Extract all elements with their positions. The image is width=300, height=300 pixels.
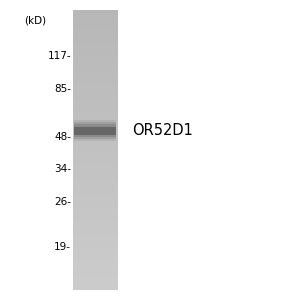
Text: 85-: 85- bbox=[54, 84, 71, 94]
Text: (kD): (kD) bbox=[25, 16, 46, 26]
Text: 19-: 19- bbox=[54, 242, 71, 252]
Bar bbox=[74, 120, 116, 141]
Text: 48-: 48- bbox=[54, 132, 71, 142]
Bar bbox=[74, 122, 116, 139]
Bar bbox=[74, 127, 116, 135]
Text: OR52D1: OR52D1 bbox=[132, 123, 193, 138]
Text: 26-: 26- bbox=[54, 197, 71, 207]
Text: 117-: 117- bbox=[48, 51, 71, 62]
Bar bbox=[74, 124, 116, 137]
Text: 34-: 34- bbox=[54, 164, 71, 174]
